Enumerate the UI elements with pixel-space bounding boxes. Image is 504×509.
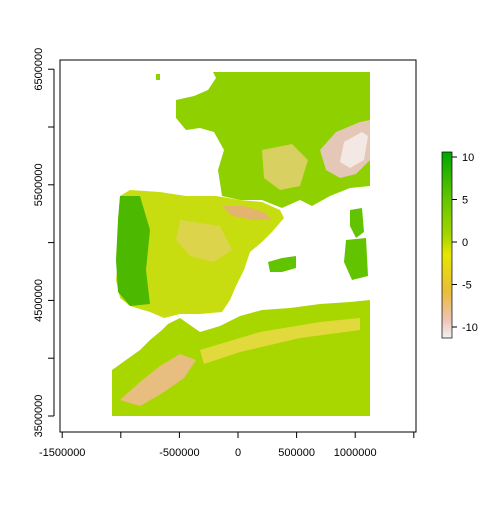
central-plateau xyxy=(176,220,232,262)
legend-tick-label: -10 xyxy=(462,322,478,334)
atlas-east xyxy=(200,318,360,364)
color-legend: 10 5 0 -5 -10 xyxy=(441,151,478,339)
x-axis-tick-label: 500000 xyxy=(278,447,315,459)
alps-core xyxy=(340,132,368,168)
iberia-west xyxy=(116,196,150,306)
x-axis-tick-label: -1500000 xyxy=(39,447,86,459)
x-axis: -1500000 -500000 0 500000 1000000 xyxy=(39,431,415,459)
land-france xyxy=(156,72,370,208)
atlas-mountains xyxy=(120,354,196,406)
legend-tick-label: 10 xyxy=(462,152,474,164)
x-axis-tick-label: -500000 xyxy=(159,447,199,459)
map-raster xyxy=(112,72,370,416)
y-axis-tick-label: 3500000 xyxy=(33,395,45,438)
pyrenees xyxy=(222,206,272,220)
y-axis-tick-label: 6500000 xyxy=(33,48,45,91)
x-axis-tick-label: 1000000 xyxy=(334,447,377,459)
massif-central xyxy=(262,144,308,190)
legend-tick-label: 5 xyxy=(462,195,468,207)
y-axis-tick-label: 4500000 xyxy=(33,279,45,322)
land-corsica xyxy=(350,208,364,238)
legend-tick-label: -5 xyxy=(462,280,472,292)
legend-colorbar xyxy=(441,151,453,339)
y-axis-tick-label: 5500000 xyxy=(33,163,45,206)
legend-tick-label: 0 xyxy=(462,237,468,249)
y-axis: 3500000 4500000 5500000 6500000 xyxy=(33,48,55,438)
land-balearic xyxy=(268,256,296,272)
x-axis-tick-label: 0 xyxy=(235,447,241,459)
land-sardinia xyxy=(344,238,368,280)
